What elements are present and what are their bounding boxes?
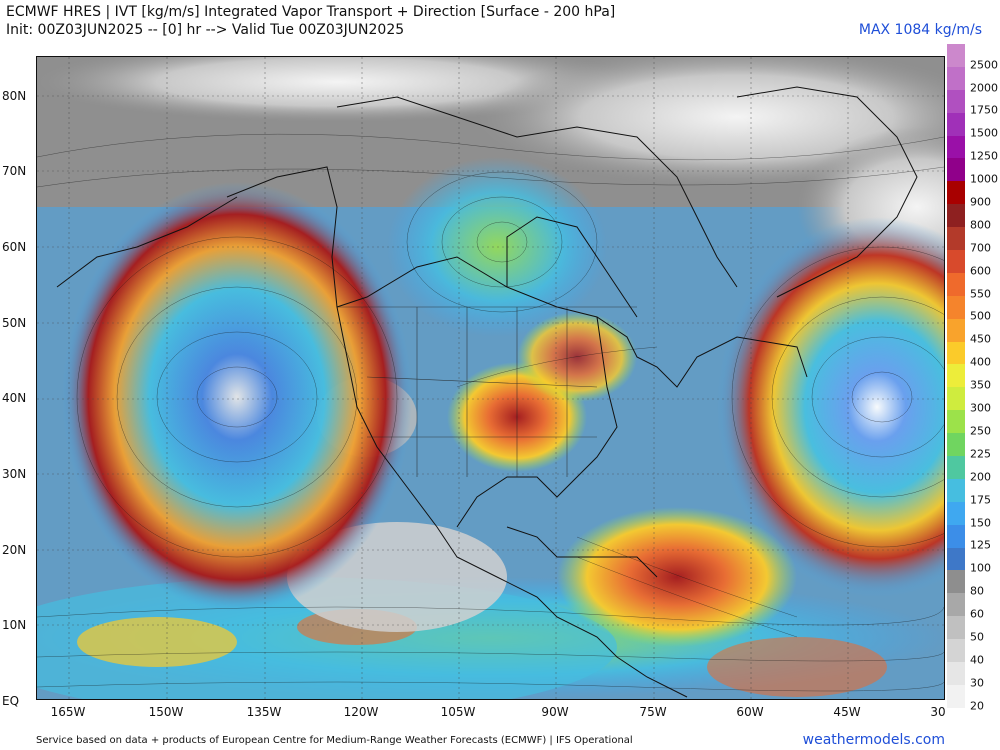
lon-label-120w: 120W bbox=[343, 705, 379, 719]
colorbar-label: 1500 bbox=[970, 126, 998, 140]
colorbar-label: 800 bbox=[970, 218, 991, 232]
lon-label-30: 30 bbox=[930, 705, 946, 719]
lon-label-45w: 45W bbox=[833, 705, 861, 719]
colorbar-label: 1250 bbox=[970, 149, 998, 163]
colorbar-swatch bbox=[947, 341, 965, 365]
colorbar-label: 125 bbox=[970, 538, 991, 552]
colorbar-label: 100 bbox=[970, 561, 991, 575]
colorbar-swatch bbox=[947, 593, 965, 617]
lat-label-20n: 20N bbox=[2, 543, 27, 557]
lat-label-30n: 30N bbox=[2, 467, 27, 481]
colorbar-label: 550 bbox=[970, 287, 991, 301]
lon-label-150w: 150W bbox=[148, 705, 184, 719]
colorbar-swatch bbox=[947, 387, 965, 411]
colorbar-label: 500 bbox=[970, 309, 991, 323]
colorbar-label: 200 bbox=[970, 470, 991, 484]
lat-label-70n: 70N bbox=[2, 164, 27, 178]
colorbar-label: 450 bbox=[970, 332, 991, 346]
lon-label-105w: 105W bbox=[440, 705, 476, 719]
colorbar-label: 400 bbox=[970, 355, 991, 369]
colorbar-swatch bbox=[947, 478, 965, 502]
colorbar-label: 1750 bbox=[970, 103, 998, 117]
colorbar-swatch bbox=[947, 295, 965, 319]
colorbar-swatch bbox=[947, 89, 965, 113]
brand-link[interactable]: weathermodels.com bbox=[802, 732, 945, 748]
lat-label-60n: 60N bbox=[2, 240, 27, 254]
colorbar-label: 300 bbox=[970, 401, 991, 415]
colorbar-label: 250 bbox=[970, 424, 991, 438]
colorbar-label: 150 bbox=[970, 516, 991, 530]
colorbar-label: 60 bbox=[970, 607, 984, 621]
init-valid-time: Init: 00Z03JUN2025 -- [0] hr --> Valid T… bbox=[6, 22, 405, 38]
colorbar-label: 2500 bbox=[970, 58, 998, 72]
lat-label-80n: 80N bbox=[2, 89, 27, 103]
max-value-label: MAX 1084 kg/m/s bbox=[858, 22, 982, 38]
colorbar-label: 50 bbox=[970, 630, 984, 644]
lon-label-135w: 135W bbox=[246, 705, 282, 719]
colorbar-swatch bbox=[947, 318, 965, 342]
lat-label-50n: 50N bbox=[2, 316, 27, 330]
colorbar-swatch bbox=[947, 570, 965, 594]
colorbar-swatch bbox=[947, 158, 965, 182]
colorbar-swatch bbox=[947, 364, 965, 388]
colorbar-swatch bbox=[947, 66, 965, 90]
lat-label-eq: EQ bbox=[2, 694, 20, 708]
colorbar-label: 175 bbox=[970, 493, 991, 507]
colorbar-label: 900 bbox=[970, 195, 991, 209]
lat-label-10n: 10N bbox=[2, 618, 27, 632]
colorbar-swatch bbox=[947, 456, 965, 479]
colorbar-label: 350 bbox=[970, 378, 991, 392]
map-canvas bbox=[37, 57, 944, 699]
colorbar-swatch bbox=[947, 112, 965, 136]
colorbar-swatch bbox=[947, 272, 965, 296]
colorbar-swatch bbox=[947, 639, 965, 663]
colorbar-label: 2000 bbox=[970, 81, 998, 94]
colorbar-swatch bbox=[947, 616, 965, 640]
lon-label-75w: 75W bbox=[639, 705, 667, 719]
lon-label-60w: 60W bbox=[736, 705, 764, 719]
colorbar-swatch bbox=[947, 684, 965, 708]
colorbar-swatch bbox=[947, 135, 965, 159]
ivt-map[interactable] bbox=[36, 56, 945, 700]
colorbar-swatch bbox=[947, 501, 965, 525]
colorbar-label: 80 bbox=[970, 584, 984, 598]
lat-label-40n: 40N bbox=[2, 391, 27, 405]
colorbar-swatch bbox=[947, 250, 965, 273]
colorbar-label: 20 bbox=[970, 699, 984, 713]
colorbar-swatch bbox=[947, 44, 965, 67]
colorbar-swatch bbox=[947, 204, 965, 228]
colorbar-label: 225 bbox=[970, 447, 991, 461]
colorbar-label: 600 bbox=[970, 264, 991, 278]
colorbar-swatch bbox=[947, 524, 965, 548]
colorbar-label: 30 bbox=[970, 676, 984, 690]
chart-title: ECMWF HRES | IVT [kg/m/s] Integrated Vap… bbox=[6, 4, 616, 20]
colorbar-label: 1000 bbox=[970, 172, 998, 186]
lon-label-90w: 90W bbox=[541, 705, 569, 719]
colorbar-swatch bbox=[947, 433, 965, 457]
footer-credit: Service based on data + products of Euro… bbox=[36, 735, 633, 746]
colorbar bbox=[947, 44, 965, 708]
colorbar-label: 700 bbox=[970, 241, 991, 255]
colorbar-swatch bbox=[947, 662, 965, 685]
colorbar-swatch bbox=[947, 227, 965, 251]
colorbar-label: 40 bbox=[970, 653, 984, 667]
lon-label-165w: 165W bbox=[50, 705, 86, 719]
colorbar-swatch bbox=[947, 410, 965, 434]
colorbar-swatch bbox=[947, 547, 965, 571]
colorbar-swatch bbox=[947, 181, 965, 205]
